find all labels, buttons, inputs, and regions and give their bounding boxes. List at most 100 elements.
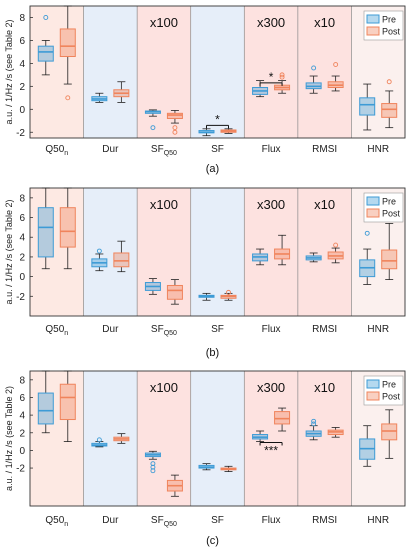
x-group-label: RMSI (312, 144, 337, 155)
box-post (327, 427, 344, 438)
y-tick-label: 0 (19, 446, 25, 457)
box-pre (144, 278, 161, 295)
x-group-label-subscript: Q50 (164, 150, 177, 157)
plot-frame (29, 370, 406, 507)
box-post (166, 110, 183, 135)
box-body (37, 45, 54, 62)
x-group-label: SF (211, 144, 224, 155)
box-pre (91, 248, 108, 272)
legend-swatch-pre (366, 196, 380, 206)
box-post (274, 234, 291, 266)
box-post (220, 128, 237, 134)
y-tick-label: 8 (19, 193, 25, 204)
y-tick-label: -2 (16, 292, 25, 303)
box-pre (252, 248, 269, 266)
x-group-label-base: SF (151, 515, 164, 526)
x-group-label: Dur (102, 144, 119, 155)
group-background (297, 371, 352, 506)
box-body (37, 207, 54, 258)
box-body (59, 28, 76, 58)
box-pre (91, 437, 108, 448)
box-body (381, 249, 398, 270)
box-post (381, 409, 398, 459)
scale-note: x100 (150, 380, 178, 395)
outlier-point (150, 125, 156, 131)
box-post (381, 223, 398, 280)
x-group-label-base: Q50 (45, 324, 64, 335)
x-group-label-base: Flux (262, 144, 281, 155)
x-group-label-base: Dur (102, 515, 119, 526)
legend-swatch-post (366, 208, 380, 218)
box-body (113, 252, 130, 268)
scale-note: x10 (314, 197, 335, 212)
scale-note: x10 (314, 380, 335, 395)
scale-note: x300 (257, 15, 285, 30)
outlier-point (311, 418, 317, 424)
group-background (244, 6, 298, 138)
outlier-point (311, 421, 317, 427)
outlier-point (150, 468, 156, 474)
x-group-label: Flux (262, 515, 281, 526)
panel-caption: (b) (206, 347, 219, 359)
box-post (381, 79, 398, 129)
x-group-label-base: Flux (262, 515, 281, 526)
x-group-label-subscript: n (64, 150, 68, 157)
group-background (297, 6, 352, 138)
x-group-label: HNR (367, 144, 389, 155)
box-body (359, 97, 376, 116)
y-tick-label: 8 (19, 13, 25, 24)
group-background (137, 371, 191, 506)
group-background (30, 188, 84, 316)
box-post (59, 370, 76, 442)
x-group-label: SFQ50 (151, 144, 177, 157)
outlier-point (333, 62, 339, 67)
x-group-label-base: SF (151, 324, 164, 335)
legend-label: Pre (382, 380, 396, 390)
x-group-label-base: Dur (102, 324, 119, 335)
x-group-label: RMSI (312, 324, 337, 335)
y-tick-label: 8 (19, 375, 25, 386)
box-pre (252, 430, 269, 442)
x-group-label: HNR (367, 324, 389, 335)
plot-frame (29, 5, 406, 139)
y-axis-label: a.u. / 1/Hz /s (see Table 2) (4, 20, 14, 125)
x-group-label: Q50n (45, 515, 68, 528)
box-body (381, 103, 398, 118)
y-tick-label: 4 (19, 233, 25, 244)
box-pre (37, 370, 54, 434)
group-background (83, 188, 138, 316)
box-pre (144, 450, 161, 474)
significance-marker: * (215, 112, 220, 126)
box-body (37, 392, 54, 425)
x-group-label: SFQ50 (151, 324, 177, 337)
x-group-label: HNR (367, 515, 389, 526)
x-group-label-base: RMSI (312, 324, 337, 335)
box-body (59, 383, 76, 421)
group-background (137, 6, 191, 138)
x-group-label: Dur (102, 515, 119, 526)
x-group-label: Dur (102, 324, 119, 335)
x-group-label-base: Flux (262, 324, 281, 335)
y-tick-label: -2 (16, 464, 25, 475)
outlier-point (364, 230, 370, 236)
outlier-point (150, 461, 156, 467)
scale-note: x10 (314, 15, 335, 30)
x-group-label: Flux (262, 144, 281, 155)
x-group-label-subscript: Q50 (164, 330, 177, 337)
x-group-label-subscript: n (64, 521, 68, 528)
box-pre (359, 83, 376, 131)
outlier-point (226, 289, 231, 295)
box-post (327, 242, 344, 264)
x-group-label: SF (211, 324, 224, 335)
box-pre (144, 109, 161, 131)
y-tick-label: 6 (19, 213, 25, 224)
legend-label: Post (382, 392, 401, 402)
scale-note: x300 (257, 197, 285, 212)
x-group-label-base: Q50 (45, 144, 64, 155)
x-group-label-base: SF (151, 144, 164, 155)
group-background (190, 6, 245, 138)
y-axis-label: a.u. / 1/Hz /s (see Table 2) (4, 200, 14, 305)
legend-swatch-post (366, 26, 380, 36)
box-post (274, 407, 291, 432)
